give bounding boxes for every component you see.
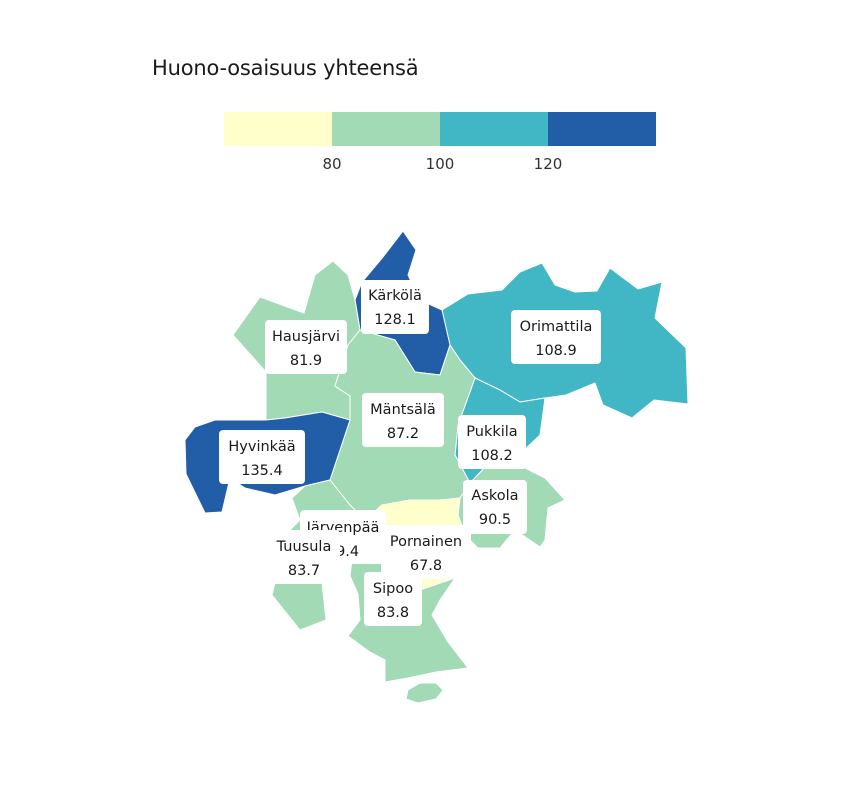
label-value: 83.7 xyxy=(288,563,320,579)
label-name: Sipoo xyxy=(373,581,413,597)
label-name: Orimattila xyxy=(520,319,593,335)
label-value: 87.2 xyxy=(387,426,419,442)
label-orimattila: Orimattila 108.9 xyxy=(511,310,601,364)
label-pukkila: Pukkila 108.2 xyxy=(458,415,526,469)
label-mantsala: Mäntsälä 87.2 xyxy=(362,393,444,447)
label-value: 135.4 xyxy=(241,463,283,479)
legend-bin-2 xyxy=(332,112,440,146)
legend-bin-1 xyxy=(224,112,332,146)
region-sipoo-island[interactable] xyxy=(405,682,444,704)
label-name: Hausjärvi xyxy=(272,329,340,345)
label-value: 81.9 xyxy=(290,353,322,369)
label-name: Kärkölä xyxy=(368,288,422,304)
color-legend: 80 100 120 xyxy=(224,112,656,173)
region-labels: Järvenpää 89.4 Tuusula 83.7 Pornainen 67… xyxy=(219,280,601,626)
label-value: 108.9 xyxy=(535,343,577,359)
label-sipoo: Sipoo 83.8 xyxy=(364,572,422,626)
label-name: Pukkila xyxy=(466,424,517,440)
label-value: 90.5 xyxy=(479,512,511,528)
legend-tick-label: 80 xyxy=(322,155,341,173)
label-hausjarvi: Hausjärvi 81.9 xyxy=(265,320,347,374)
legend-tick-label: 100 xyxy=(426,155,455,173)
label-askola: Askola 90.5 xyxy=(463,480,527,534)
label-name: Tuusula xyxy=(276,539,332,555)
label-name: Hyvinkää xyxy=(228,439,295,455)
label-tuusula: Tuusula 83.7 xyxy=(268,530,340,584)
legend-bin-4 xyxy=(548,112,656,146)
label-value: 83.8 xyxy=(377,605,409,621)
label-name: Mäntsälä xyxy=(370,402,436,418)
label-value: 67.8 xyxy=(410,558,442,574)
label-name: Askola xyxy=(471,488,518,504)
label-value: 108.2 xyxy=(471,448,513,464)
label-karkola: Kärkölä 128.1 xyxy=(361,280,429,334)
label-pornainen: Pornainen 67.8 xyxy=(381,525,471,579)
label-hyvinkaa: Hyvinkää 135.4 xyxy=(219,430,305,484)
label-value: 128.1 xyxy=(374,312,416,328)
legend-bin-3 xyxy=(440,112,548,146)
map-title: Huono-osaisuus yhteensä xyxy=(152,56,419,80)
legend-tick-label: 120 xyxy=(534,155,563,173)
label-name: Pornainen xyxy=(390,534,462,550)
